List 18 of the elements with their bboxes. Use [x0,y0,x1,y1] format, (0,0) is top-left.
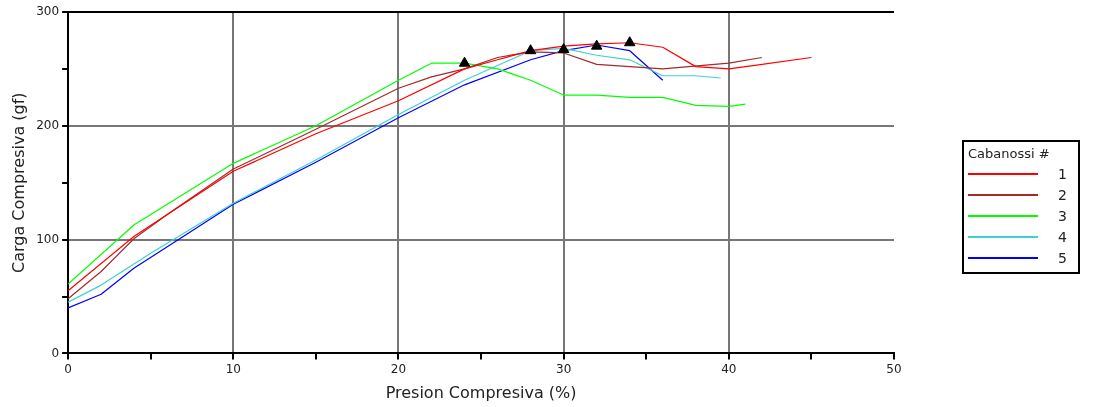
legend-label: 3 [1058,207,1067,224]
y-tick-label: 300 [36,4,60,19]
y-tick-label: 0 [51,345,60,360]
x-axis-title: Presion Compresiva (%) [385,382,577,402]
legend-label: 4 [1058,228,1067,245]
legend-label: 2 [1058,186,1067,203]
x-tick-label: 20 [390,361,407,376]
x-tick-label: 0 [64,361,72,376]
legend-title: Cabanossi # [967,146,1051,163]
y-tick-label: 100 [36,231,60,246]
x-tick-label: 30 [556,361,572,376]
y-tick-label: 200 [36,117,60,132]
legend-label: 5 [1058,249,1067,266]
legend-label: 1 [1058,165,1067,182]
x-tick-label: 40 [721,361,737,376]
x-tick-label: 10 [225,361,241,376]
x-tick-label: 50 [886,361,902,376]
y-axis-title: Carga Compresiva (gf) [8,92,28,273]
